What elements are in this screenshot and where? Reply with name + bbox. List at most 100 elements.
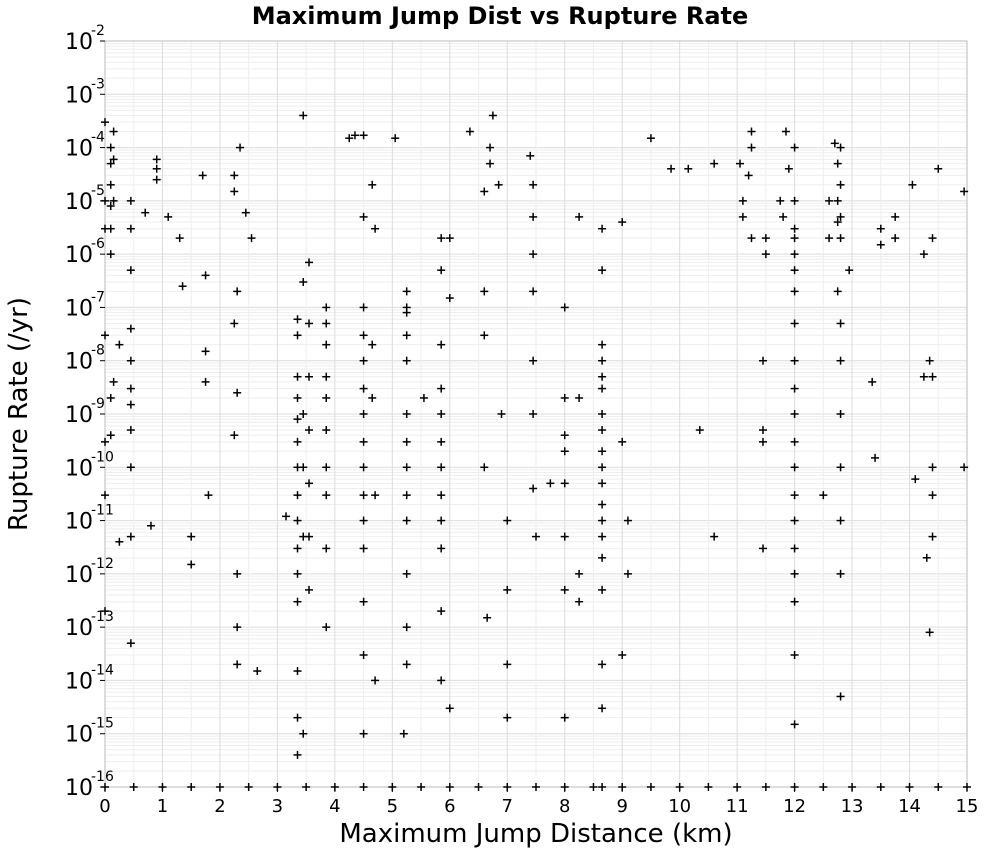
data-point: [784, 164, 793, 173]
data-point: [417, 783, 426, 791]
data-point: [402, 331, 411, 340]
data-point: [598, 553, 607, 562]
data-point: [960, 187, 969, 196]
y-tick-label: 10: [65, 83, 93, 108]
data-point: [115, 537, 124, 546]
data-point: [532, 783, 540, 791]
data-point: [141, 208, 150, 217]
data-point: [152, 164, 161, 173]
data-point: [146, 521, 155, 530]
data-point: [437, 384, 446, 393]
data-point: [106, 202, 115, 211]
data-point: [109, 196, 118, 205]
data-point: [371, 491, 380, 500]
data-point: [368, 393, 377, 402]
data-point: [201, 377, 210, 386]
data-point: [126, 639, 135, 648]
data-point: [359, 544, 368, 553]
data-point: [529, 287, 538, 296]
x-tick-label: 11: [726, 796, 749, 817]
data-point: [126, 384, 135, 393]
data-point: [126, 356, 135, 365]
data-point: [126, 400, 135, 409]
data-point: [299, 410, 308, 418]
data-point: [486, 143, 495, 152]
x-tick-label: 4: [329, 796, 340, 817]
data-point: [115, 340, 124, 349]
data-point: [437, 544, 446, 553]
y-tick-label: 10: [65, 510, 93, 535]
data-point: [836, 516, 845, 525]
data-point: [747, 234, 756, 243]
data-point: [919, 372, 928, 381]
data-point: [293, 544, 302, 553]
y-tick-exponent: -16: [91, 769, 114, 785]
y-tick-exponent: -3: [91, 76, 105, 92]
data-point: [437, 234, 446, 243]
data-point: [402, 569, 411, 578]
data-point: [704, 783, 713, 791]
data-point: [241, 208, 250, 217]
data-point: [790, 224, 799, 233]
data-point: [598, 516, 607, 525]
y-tick-label: 10: [65, 30, 93, 55]
data-point: [598, 532, 607, 541]
data-point: [819, 783, 828, 791]
data-point: [503, 585, 512, 594]
data-point: [480, 287, 489, 296]
data-point: [305, 479, 314, 488]
data-point: [908, 180, 917, 189]
data-points: [101, 111, 971, 791]
data-point: [560, 713, 569, 722]
data-point: [322, 372, 331, 381]
data-point: [836, 410, 845, 418]
data-point: [532, 532, 540, 541]
data-point: [474, 783, 483, 791]
data-point: [529, 484, 538, 493]
data-point: [761, 783, 770, 791]
data-point: [293, 315, 302, 324]
data-point: [129, 783, 138, 791]
y-tick-label: 10: [65, 403, 93, 428]
data-point: [790, 544, 799, 553]
data-point: [437, 410, 446, 418]
x-axis-ticks: 0 1 2 3 4 5 6 7 8 9 10 11 12 13 14 15: [99, 787, 978, 817]
data-point: [919, 250, 928, 259]
data-point: [437, 437, 446, 446]
data-point: [618, 651, 627, 660]
data-point: [758, 426, 767, 435]
data-point: [480, 331, 489, 340]
data-point: [402, 463, 411, 472]
y-tick-label: 10: [65, 190, 93, 215]
data-point: [646, 783, 655, 791]
data-point: [618, 218, 627, 227]
data-point: [109, 377, 118, 386]
data-point: [529, 250, 538, 259]
data-point: [359, 729, 368, 738]
data-point: [201, 271, 210, 280]
x-tick-label: 15: [956, 796, 979, 817]
data-point: [101, 491, 109, 500]
data-point: [598, 463, 607, 472]
data-point: [109, 127, 118, 136]
data-point: [488, 111, 497, 120]
data-point: [293, 393, 302, 402]
y-tick-exponent: -2: [91, 23, 105, 39]
data-point: [402, 410, 411, 418]
data-point: [911, 475, 920, 484]
data-point: [305, 319, 314, 328]
data-point: [744, 171, 753, 180]
data-point: [486, 159, 495, 168]
data-point: [776, 196, 785, 205]
x-tick-label: 5: [387, 796, 398, 817]
y-tick-label: 10: [65, 456, 93, 481]
data-point: [106, 143, 115, 152]
chart-title: Maximum Jump Dist vs Rupture Rate: [252, 2, 749, 30]
data-point: [646, 134, 655, 143]
data-point: [710, 159, 719, 168]
data-point: [836, 356, 845, 365]
data-point: [371, 676, 380, 685]
data-point: [575, 393, 584, 402]
data-point: [790, 410, 799, 418]
